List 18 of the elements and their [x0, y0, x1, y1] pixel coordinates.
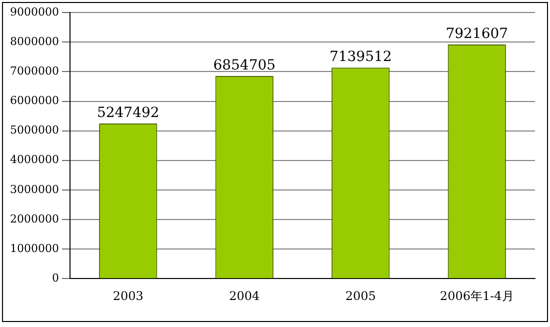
data-label: 7139512 — [329, 49, 392, 66]
y-tick-label: 4000000 — [10, 153, 59, 166]
x-tick-label: 2003 — [112, 288, 144, 303]
y-tick-label: 2000000 — [10, 212, 59, 226]
x-tick-label: 2006年1-4月 — [440, 288, 514, 303]
y-tick-label: 0 — [52, 271, 59, 284]
y-tick-label: 6000000 — [10, 94, 59, 108]
y-tick-label: 1000000 — [10, 242, 59, 255]
y-tick-label: 9000000 — [10, 5, 59, 18]
data-label: 6854705 — [213, 58, 276, 74]
data-label: 7921607 — [446, 26, 508, 42]
y-tick-label: 5000000 — [10, 124, 59, 137]
x-tick-label: 2004 — [229, 288, 260, 303]
y-tick-label: 7000000 — [10, 64, 59, 78]
y-tick-label: 3000000 — [10, 182, 59, 196]
x-tick-label: 2005 — [345, 288, 376, 303]
data-label: 5247492 — [96, 105, 160, 122]
y-tick-label: 8000000 — [10, 35, 59, 48]
